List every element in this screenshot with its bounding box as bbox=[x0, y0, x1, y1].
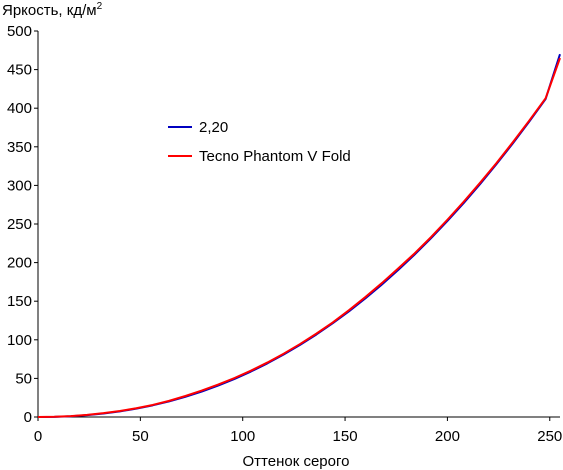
y-tick-label: 50 bbox=[15, 370, 32, 387]
y-tick-label: 100 bbox=[7, 332, 32, 349]
x-tick-label: 200 bbox=[435, 428, 460, 445]
x-axis-title: Оттенок серого bbox=[243, 453, 350, 470]
y-tick-label: 500 bbox=[7, 23, 32, 40]
x-tick-label: 50 bbox=[132, 428, 149, 445]
y-axis-title-text: Яркость, кд/м bbox=[2, 2, 97, 19]
x-tick-label: 150 bbox=[333, 428, 358, 445]
x-tick-label: 0 bbox=[34, 428, 42, 445]
y-tick-label: 300 bbox=[7, 177, 32, 194]
x-tick-label: 250 bbox=[537, 428, 562, 445]
x-tick-label: 100 bbox=[230, 428, 255, 445]
y-tick-label: 450 bbox=[7, 62, 32, 79]
y-axis-title-superscript: 2 bbox=[97, 1, 103, 12]
y-tick-label: 350 bbox=[7, 139, 32, 156]
y-tick-label: 200 bbox=[7, 255, 32, 272]
legend: 2,20 Tecno Phantom V Fold bbox=[168, 119, 351, 165]
y-tick-label: 400 bbox=[7, 100, 32, 117]
legend-label-reference: 2,20 bbox=[199, 119, 228, 136]
y-tick-label: 150 bbox=[7, 293, 32, 310]
ticks: 0 50 100 150 200 250 300 350 400 450 500 0 50 100 150 2… bbox=[7, 23, 562, 445]
series-line-device bbox=[37, 57, 561, 418]
legend-label-device: Tecno Phantom V Fold bbox=[199, 148, 351, 165]
y-tick-label: 0 bbox=[24, 409, 32, 426]
y-axis-title: Яркость, кд/м2 bbox=[2, 1, 103, 19]
y-tick-label: 250 bbox=[7, 216, 32, 233]
series-lines bbox=[37, 53, 561, 418]
